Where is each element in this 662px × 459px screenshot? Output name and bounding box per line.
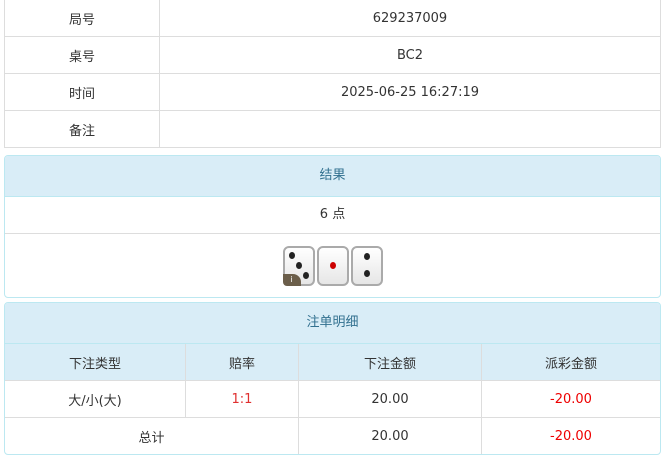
info-value: BC2: [159, 36, 661, 74]
bet-payout: -20.00: [481, 380, 660, 418]
info-label: 备注: [4, 110, 160, 148]
bet-header-row: 下注类型 赔率 下注金额 派彩金额: [5, 344, 660, 381]
info-label: 桌号: [4, 36, 160, 74]
bet-detail-panel: 注单明细 下注类型 赔率 下注金额 派彩金额 大/小(大) 1:1 20.00 …: [4, 302, 661, 455]
round-info-table: 局号 629237009 桌号 BC2 时间 2025-06-25 16:27:19 …: [4, 0, 661, 148]
die-pip: [329, 262, 336, 269]
info-value: 629237009: [159, 0, 661, 37]
info-row-note: 备注: [4, 110, 661, 148]
total-payout: -20.00: [481, 417, 660, 454]
die-pip: [295, 262, 302, 269]
result-points: 6 点: [5, 197, 660, 234]
result-title: 结果: [5, 156, 660, 197]
bet-amount: 20.00: [298, 380, 482, 418]
bet-odds: 1:1: [185, 380, 299, 418]
info-badge-icon[interactable]: i: [282, 273, 301, 286]
bet-table: 下注类型 赔率 下注金额 派彩金额 大/小(大) 1:1 20.00 -20.0…: [5, 344, 660, 454]
bet-type: 大/小(大): [5, 380, 186, 418]
info-row-time: 时间 2025-06-25 16:27:19: [4, 73, 661, 111]
info-value: [159, 110, 661, 148]
info-row-table: 桌号 BC2: [4, 36, 661, 74]
result-panel: 结果 6 点 i: [4, 155, 661, 298]
dice-row: i: [5, 234, 660, 297]
info-label: 时间: [4, 73, 160, 111]
col-payout: 派彩金额: [481, 344, 660, 381]
info-value: 2025-06-25 16:27:19: [159, 73, 661, 111]
die-pip: [363, 269, 370, 277]
die-pip: [288, 251, 295, 259]
die-1: [316, 245, 349, 286]
info-row-round: 局号 629237009: [4, 0, 661, 37]
table-row: 大/小(大) 1:1 20.00 -20.00: [5, 380, 660, 418]
die-2: [350, 245, 383, 286]
col-odds: 赔率: [185, 344, 299, 381]
die-pip: [302, 272, 309, 280]
total-row: 总计 20.00 -20.00: [5, 417, 660, 454]
col-amount: 下注金额: [298, 344, 482, 381]
bet-detail-title: 注单明细: [5, 303, 660, 344]
total-amount: 20.00: [298, 417, 482, 454]
die-pip: [363, 253, 370, 260]
col-bet-type: 下注类型: [5, 344, 186, 381]
die-3: i: [282, 245, 315, 286]
total-label: 总计: [5, 417, 299, 454]
info-label: 局号: [4, 0, 160, 37]
